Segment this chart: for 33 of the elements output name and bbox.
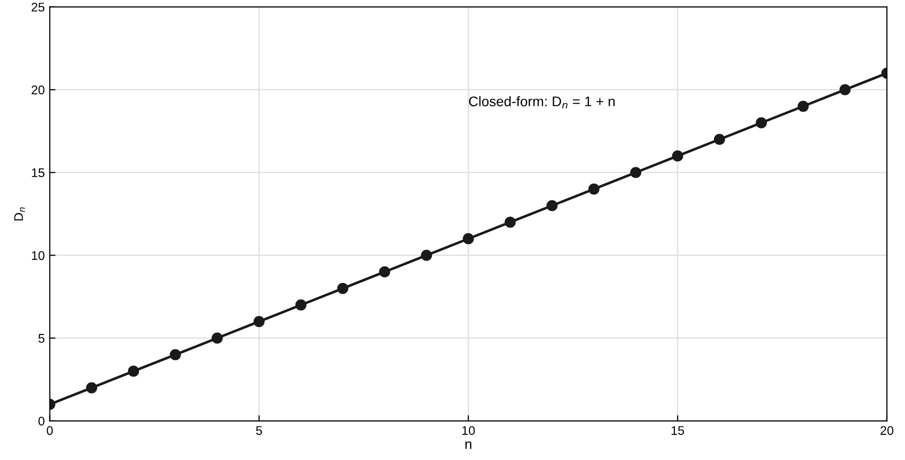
point: [546, 200, 558, 212]
y-tick-label: 25: [32, 2, 44, 12]
point: [714, 134, 726, 145]
x-tick-label: 20: [880, 426, 894, 435]
point: [420, 250, 432, 261]
y-axis-title: D$_{n}$: [14, 207, 25, 220]
x-tick-label: 15: [672, 426, 684, 435]
point: [839, 84, 851, 96]
point: [379, 266, 390, 278]
x-tick-label: 10: [462, 426, 475, 435]
x-tick-label: 5: [256, 426, 262, 435]
point: [170, 349, 181, 360]
y-tick-label: 15: [32, 168, 44, 178]
point: [588, 184, 600, 195]
y-tick-label: 0: [38, 416, 44, 426]
point: [798, 100, 809, 112]
annotation: Closed-form: D$_{n}$ = 1 + n: [469, 96, 615, 108]
point: [630, 166, 642, 178]
point: [295, 299, 306, 311]
point: [337, 282, 348, 294]
x-axis-title: n: [465, 441, 472, 449]
y-tick-label: 5: [38, 334, 44, 343]
point: [756, 117, 767, 128]
point: [672, 150, 684, 162]
point: [254, 316, 265, 328]
point: [86, 382, 98, 394]
x-tick-label: 0: [46, 426, 53, 435]
point: [212, 332, 223, 344]
point: [128, 366, 140, 377]
point: [504, 216, 516, 228]
y-tick-label: 10: [32, 251, 44, 260]
y-tick-label: 20: [32, 86, 44, 94]
point: [462, 233, 474, 244]
